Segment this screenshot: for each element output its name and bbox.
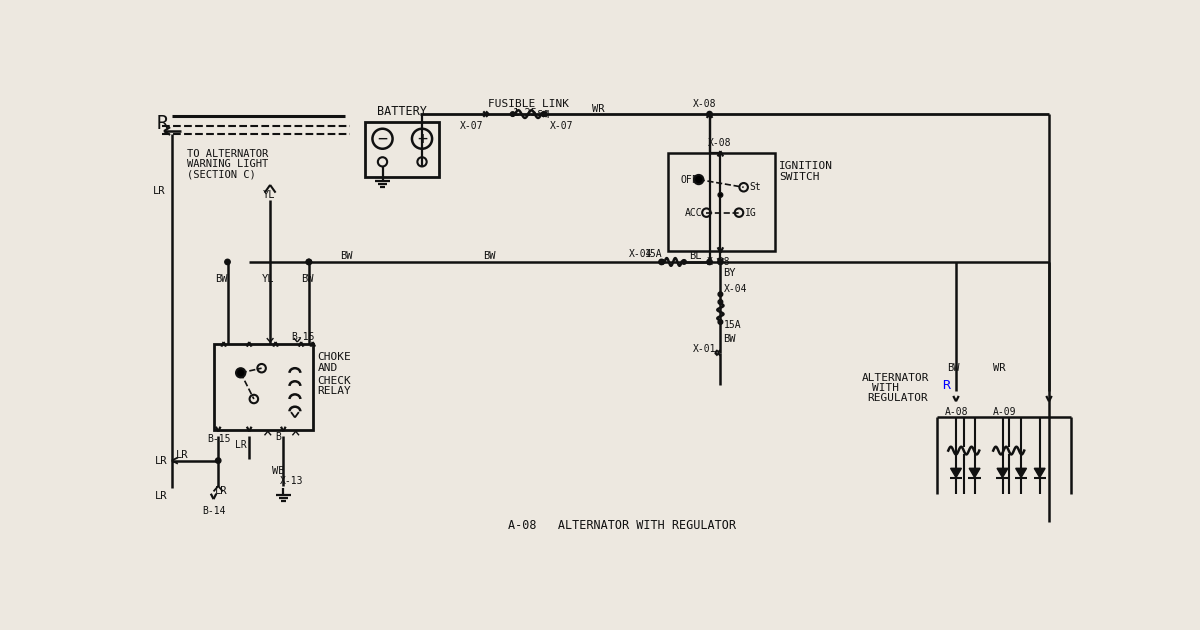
Text: B: B — [276, 433, 282, 442]
Text: TO ALTERNATOR: TO ALTERNATOR — [187, 149, 269, 159]
Circle shape — [718, 260, 724, 265]
Text: LR: LR — [176, 450, 188, 460]
Text: ACC: ACC — [685, 208, 702, 217]
Text: BW: BW — [484, 251, 496, 261]
Circle shape — [707, 112, 713, 117]
Text: B-14: B-14 — [203, 507, 226, 517]
Circle shape — [707, 260, 713, 265]
Circle shape — [510, 112, 515, 117]
Text: WR: WR — [592, 105, 605, 115]
Text: RELAY: RELAY — [317, 386, 352, 396]
Circle shape — [236, 368, 245, 377]
Text: X-07: X-07 — [460, 122, 484, 132]
Circle shape — [718, 292, 722, 297]
Text: +: + — [418, 130, 427, 148]
Text: AND: AND — [317, 364, 337, 373]
Polygon shape — [1015, 468, 1026, 478]
Text: YL: YL — [262, 274, 274, 284]
Bar — [366, 122, 439, 177]
Text: BW: BW — [724, 334, 736, 344]
Text: OFF: OFF — [680, 175, 697, 185]
Polygon shape — [1034, 468, 1045, 478]
Text: YL: YL — [263, 190, 276, 200]
Text: BL: BL — [689, 251, 701, 261]
Circle shape — [216, 458, 221, 463]
Text: X-04: X-04 — [725, 284, 748, 294]
Circle shape — [718, 319, 722, 324]
Text: 15A: 15A — [725, 320, 742, 330]
Text: St: St — [750, 182, 762, 192]
Circle shape — [694, 175, 703, 184]
Bar — [214, 343, 313, 430]
Circle shape — [718, 300, 722, 304]
Text: X-04: X-04 — [629, 249, 653, 259]
Polygon shape — [997, 468, 1008, 478]
Text: A-08   ALTERNATOR WITH REGULATOR: A-08 ALTERNATOR WITH REGULATOR — [508, 518, 736, 532]
Text: CHECK: CHECK — [317, 375, 352, 386]
Text: (SECTION C): (SECTION C) — [187, 169, 256, 179]
Text: WR: WR — [994, 364, 1006, 373]
Polygon shape — [970, 468, 980, 478]
Text: A-09: A-09 — [994, 407, 1016, 417]
Text: FUSIBLE LINK: FUSIBLE LINK — [487, 99, 569, 109]
Text: LR: LR — [155, 491, 167, 501]
Text: IG: IG — [745, 208, 757, 217]
Text: X-08: X-08 — [707, 257, 730, 267]
Text: 1.25sq: 1.25sq — [512, 108, 550, 118]
Text: X-08: X-08 — [708, 137, 732, 147]
Text: B-15: B-15 — [292, 333, 314, 342]
Text: WARNING LIGHT: WARNING LIGHT — [187, 159, 269, 169]
Text: LR: LR — [155, 455, 167, 466]
Text: ALTERNATOR: ALTERNATOR — [862, 373, 929, 383]
Text: SWITCH: SWITCH — [779, 172, 820, 182]
Text: BATTERY: BATTERY — [377, 105, 427, 118]
Circle shape — [682, 260, 686, 264]
Circle shape — [718, 193, 722, 197]
Text: A-08: A-08 — [944, 407, 968, 417]
Circle shape — [224, 260, 230, 265]
Text: LR: LR — [154, 186, 166, 196]
Text: BW: BW — [947, 364, 959, 373]
Bar — [667, 152, 775, 251]
Text: LR: LR — [235, 440, 247, 450]
Text: −: − — [378, 130, 388, 148]
Text: B-15: B-15 — [208, 434, 230, 444]
Text: 15A: 15A — [644, 249, 662, 259]
Text: X-07: X-07 — [550, 122, 574, 132]
Text: WB: WB — [272, 466, 284, 476]
Text: BW: BW — [215, 274, 228, 284]
Circle shape — [659, 260, 665, 265]
Polygon shape — [950, 468, 961, 478]
Text: REGULATOR: REGULATOR — [866, 393, 928, 403]
Text: BY: BY — [724, 268, 736, 278]
Text: X-08: X-08 — [692, 99, 716, 109]
Text: X-01: X-01 — [694, 344, 716, 354]
Circle shape — [306, 260, 312, 265]
Text: BW: BW — [340, 251, 353, 261]
Circle shape — [660, 260, 665, 264]
Text: WITH: WITH — [872, 383, 899, 393]
Text: LR: LR — [215, 486, 228, 496]
Text: BW: BW — [301, 274, 313, 284]
Circle shape — [306, 260, 312, 265]
Text: CHOKE: CHOKE — [317, 352, 352, 362]
Text: IGNITION: IGNITION — [779, 161, 833, 171]
Circle shape — [541, 112, 546, 117]
Text: X-13: X-13 — [281, 476, 304, 486]
Text: R: R — [156, 114, 168, 133]
Text: R: R — [942, 379, 950, 392]
